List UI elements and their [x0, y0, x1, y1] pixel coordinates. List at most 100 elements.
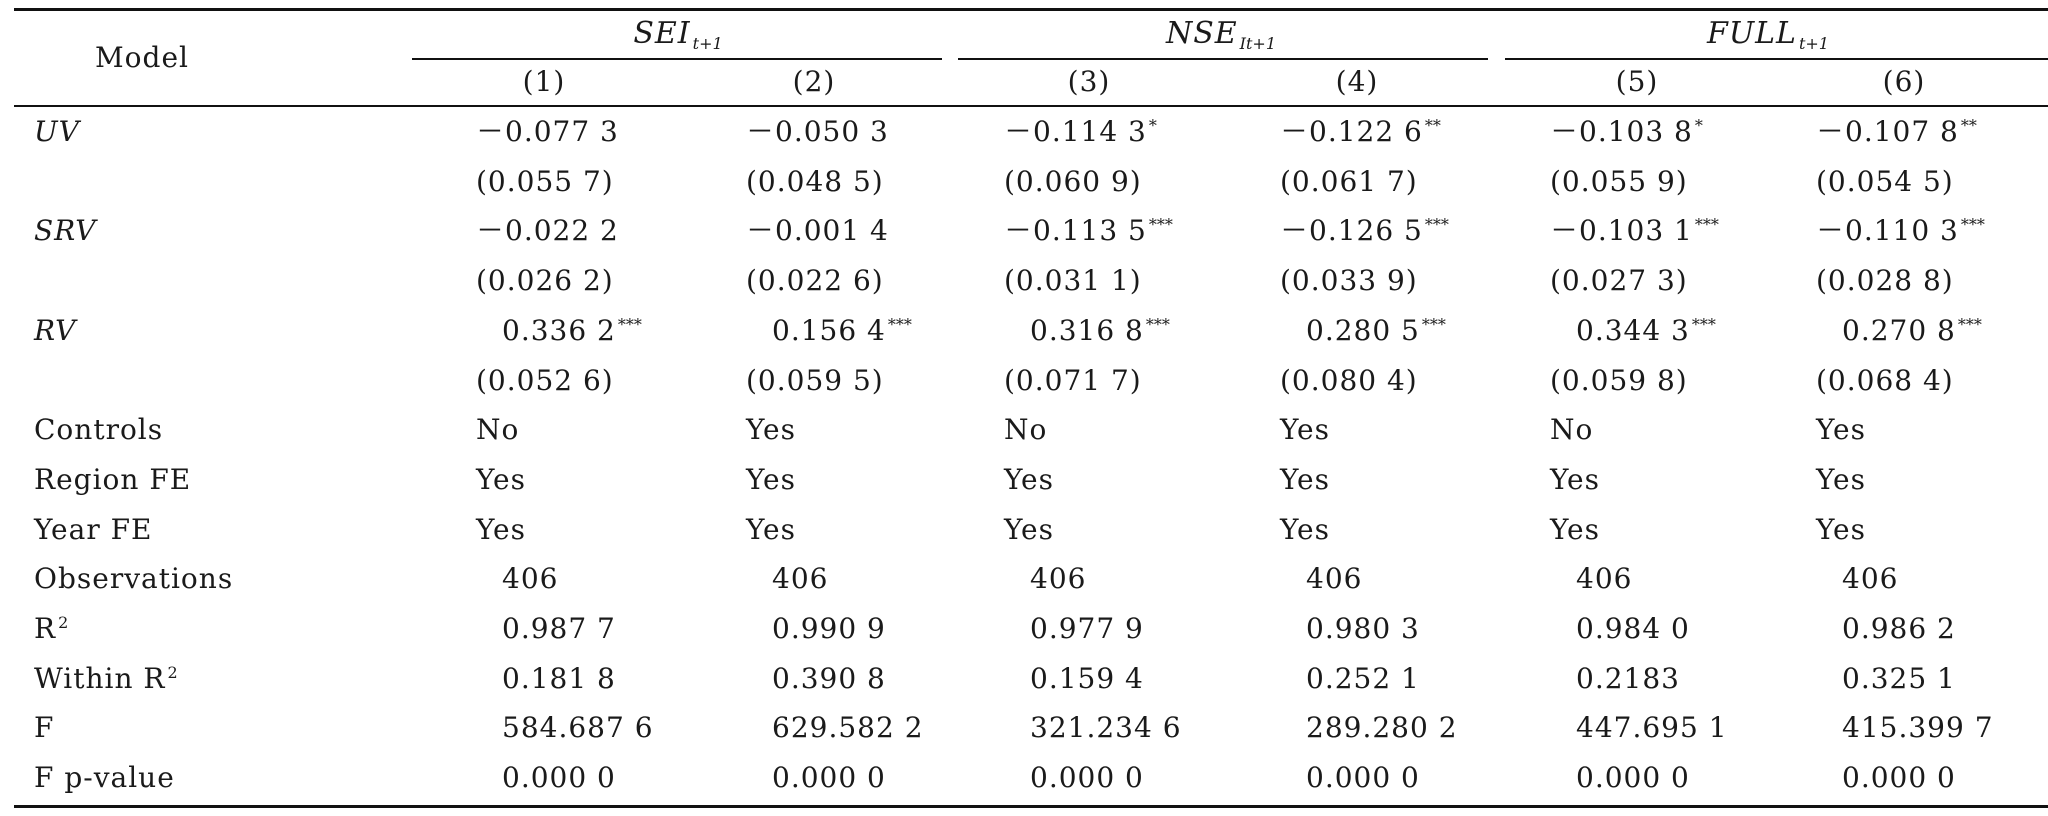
cell-value: Yes — [1004, 463, 1054, 496]
cell-value: (0.068 4) — [1816, 364, 1954, 397]
row-label: RV — [34, 314, 77, 347]
table-cell: 0.990 9 — [772, 615, 886, 643]
cell-value: －0.122 6 — [1280, 115, 1423, 148]
table-cell: (0.048 5) — [746, 168, 884, 196]
table-cell: (0.028 8) — [1816, 267, 1954, 295]
cell-value: (0.048 5) — [746, 165, 884, 198]
cell-value: (0.052 6) — [476, 364, 614, 397]
cell-value: (0.061 7) — [1280, 165, 1418, 198]
table-cell: Yes — [476, 466, 526, 494]
cell-value: (0.022 6) — [746, 264, 884, 297]
table-cell: 0.325 1 — [1842, 665, 1956, 693]
significance-stars: ** — [1424, 116, 1441, 135]
table-cell: (0.026 2) — [476, 267, 614, 295]
group-subscript: t+1 — [1798, 34, 1829, 53]
cell-value: 0.000 0 — [1576, 761, 1690, 794]
significance-stars: *** — [1145, 315, 1170, 334]
cell-value: 0.986 2 — [1842, 612, 1956, 645]
table-cell: －0.077 3 — [476, 118, 619, 146]
cell-value: －0.022 2 — [476, 214, 619, 247]
table-cell: No — [476, 416, 519, 444]
cell-value: 0.325 1 — [1842, 662, 1956, 695]
row-label: Observations — [34, 562, 234, 595]
column-header-2: (2) — [792, 65, 836, 98]
table-cell: 0.000 0 — [1576, 764, 1690, 792]
table-cell: (0.060 9) — [1004, 168, 1142, 196]
cell-value: －0.107 8 — [1816, 115, 1959, 148]
cell-value: 406 — [1306, 562, 1363, 595]
cell-value: 0.984 0 — [1576, 612, 1690, 645]
table-cell: 0.252 1 — [1306, 665, 1420, 693]
cell-value: 0.181 8 — [502, 662, 616, 695]
cell-value: 406 — [502, 562, 559, 595]
cell-value: (0.031 1) — [1004, 264, 1142, 297]
cell-value: Yes — [1280, 463, 1330, 496]
table-cell: 0.980 3 — [1306, 615, 1420, 643]
cell-value: －0.126 5 — [1280, 214, 1423, 247]
cell-value: －0.103 8 — [1550, 115, 1693, 148]
column-header-4: (4) — [1335, 65, 1379, 98]
table-cell: 0.977 9 — [1030, 615, 1144, 643]
table-cell: 0.986 2 — [1842, 615, 1956, 643]
table-cell: －0.107 8 ** — [1816, 115, 1977, 150]
table-cell: (0.055 9) — [1550, 168, 1688, 196]
table-cell: 406 — [502, 565, 558, 593]
table-cell: 321.234 6 — [1030, 714, 1182, 742]
cell-value: Yes — [1280, 513, 1330, 546]
cell-value: 0.2183 — [1576, 662, 1680, 695]
cell-value: 0.000 0 — [1842, 761, 1956, 794]
table-cell: 0.159 4 — [1030, 665, 1144, 693]
cell-value: 0.159 4 — [1030, 662, 1144, 695]
cell-value: 289.280 2 — [1306, 711, 1458, 744]
cell-value: Yes — [1550, 513, 1600, 546]
cell-value: Yes — [746, 413, 796, 446]
cell-value: －0.103 1 — [1550, 214, 1693, 247]
cell-value: －0.077 3 — [476, 115, 619, 148]
significance-stars: *** — [887, 315, 912, 334]
row-label: SRV — [34, 214, 97, 247]
cell-value: (0.055 9) — [1550, 165, 1688, 198]
table-cell: 406 — [772, 565, 828, 593]
table-cell: Yes — [1004, 466, 1054, 494]
cell-value: (0.071 7) — [1004, 364, 1142, 397]
cell-value: 0.252 1 — [1306, 662, 1420, 695]
significance-stars: * — [1694, 116, 1703, 135]
table-cell: (0.033 9) — [1280, 267, 1418, 295]
table-cell: (0.055 7) — [476, 168, 614, 196]
table-cell: 0.2183 — [1576, 665, 1680, 693]
row-label: F p-value — [34, 761, 175, 794]
table-cell: Yes — [476, 516, 526, 544]
cell-value: －0.050 3 — [746, 115, 889, 148]
cell-value: 406 — [772, 562, 829, 595]
table-cell: 0.181 8 — [502, 665, 616, 693]
cell-value: 0.336 2 — [502, 314, 616, 347]
table-cell: (0.068 4) — [1816, 367, 1954, 395]
table-cell: －0.122 6 ** — [1280, 115, 1441, 150]
significance-stars: *** — [1424, 215, 1449, 234]
table-cell: Yes — [746, 516, 796, 544]
cell-value: 0.280 5 — [1306, 314, 1420, 347]
cell-value: (0.080 4) — [1280, 364, 1418, 397]
table-top-rule — [14, 8, 2048, 11]
cell-value: 406 — [1576, 562, 1633, 595]
cell-value: (0.059 8) — [1550, 364, 1688, 397]
table-cell: 0.984 0 — [1576, 615, 1690, 643]
cell-value: 0.270 8 — [1842, 314, 1956, 347]
cell-value: 0.000 0 — [502, 761, 616, 794]
significance-stars: ** — [1960, 116, 1977, 135]
table-cell: －0.110 3 *** — [1816, 215, 1985, 249]
table-cell: 584.687 6 — [502, 714, 654, 742]
cell-value: 0.156 4 — [772, 314, 886, 347]
table-cell: No — [1004, 416, 1047, 444]
column-header-3: (3) — [1067, 65, 1111, 98]
significance-stars: *** — [1957, 315, 1982, 334]
table-cell: 0.336 2 *** — [502, 314, 642, 349]
cell-value: 0.000 0 — [1030, 761, 1144, 794]
cell-value: Yes — [476, 513, 526, 546]
cell-value: (0.055 7) — [476, 165, 614, 198]
table-cell: (0.061 7) — [1280, 168, 1418, 196]
table-cell: 406 — [1842, 565, 1898, 593]
table-cell: 629.582 2 — [772, 714, 924, 742]
table-cell: Yes — [1280, 416, 1330, 444]
